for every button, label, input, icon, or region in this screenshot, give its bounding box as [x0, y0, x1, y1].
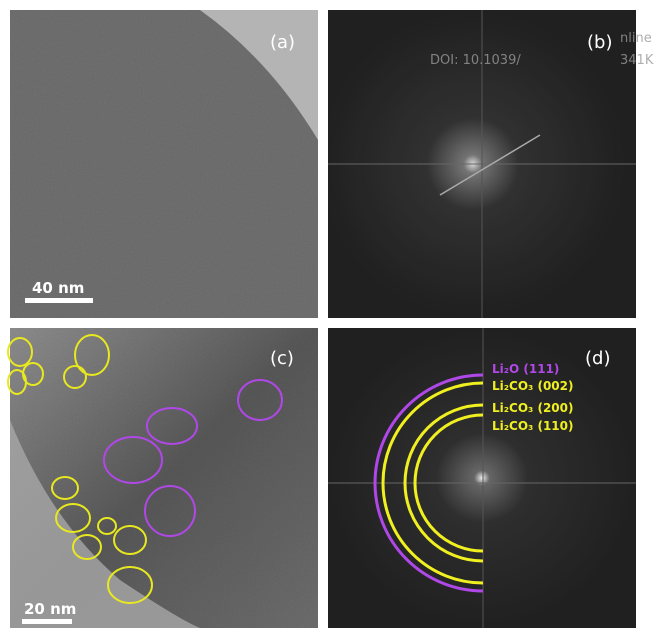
- watermark: DOI: 10.1039/: [430, 53, 521, 68]
- scale-bar-label: 40 nm: [32, 279, 84, 297]
- panel-a: (a) 40 nm: [10, 10, 318, 318]
- ring-label: Li₂CO₃ (200): [492, 401, 573, 415]
- panel-b: (b) nline DOI: 10.1039/ 341K: [328, 10, 654, 318]
- watermark: nline: [620, 31, 652, 46]
- panel-c: (c) 20 nm: [7, 328, 318, 628]
- scale-bar-label: 20 nm: [24, 600, 76, 618]
- scale-bar: [22, 619, 72, 624]
- watermark: 341K: [620, 53, 654, 68]
- ring-label: Li₂CO₃ (002): [492, 379, 573, 393]
- panel-label: (c): [270, 348, 294, 369]
- panel-label: (b): [587, 32, 612, 53]
- panel-d: (d) Li₂O (111) Li₂CO₃ (002) Li₂CO₃ (200)…: [328, 328, 636, 628]
- panel-label: (d): [585, 348, 610, 369]
- scale-bar: [25, 298, 93, 303]
- ring-label: Li₂O (111): [492, 362, 559, 376]
- panel-label: (a): [270, 32, 295, 53]
- ring-label: Li₂CO₃ (110): [492, 419, 573, 433]
